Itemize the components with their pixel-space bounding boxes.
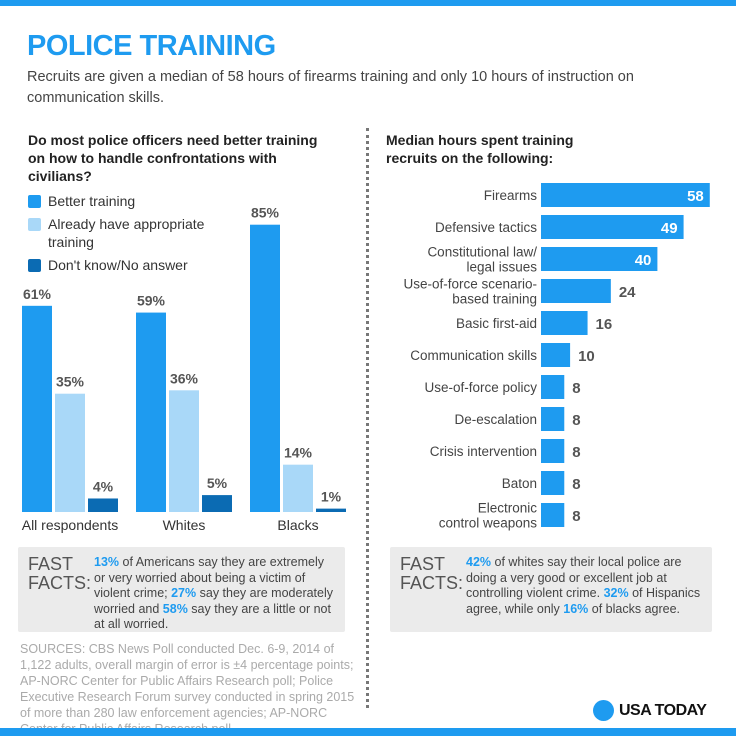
data-label: 16 xyxy=(596,316,613,333)
bar xyxy=(541,311,588,335)
bar xyxy=(136,312,166,512)
bar xyxy=(169,390,199,512)
sources: SOURCES: CBS News Poll conducted Dec. 6-… xyxy=(20,642,355,736)
bar xyxy=(541,343,571,367)
dotted-divider xyxy=(366,128,369,708)
bar xyxy=(541,279,611,303)
bar xyxy=(22,305,52,512)
category-label: Crisis intervention xyxy=(430,444,537,459)
fast-facts-label: FAST FACTS: xyxy=(28,554,92,593)
legend-swatch xyxy=(28,195,41,208)
legend-item-better: Better training xyxy=(28,192,228,210)
fact-text: of Americans say they are extremely or v… xyxy=(94,555,324,600)
category-label: Constitutional law/ xyxy=(427,245,537,260)
bar xyxy=(541,407,565,431)
legend-swatch xyxy=(28,218,41,231)
fact-text: of whites say their local police are doi… xyxy=(466,555,682,600)
fact-text: say they are a little or not at all worr… xyxy=(94,601,331,632)
bar xyxy=(250,224,280,512)
data-label: 35% xyxy=(56,374,85,390)
bar xyxy=(541,503,565,527)
legend-item-already: Already have appropriate training xyxy=(28,215,228,251)
data-label: 5% xyxy=(207,475,228,491)
data-label: 40 xyxy=(635,252,652,269)
category-label: Defensive tactics xyxy=(435,220,537,235)
data-label: 58 xyxy=(687,188,704,205)
legend-label: Don't know/No answer xyxy=(48,257,188,273)
page-title: POLICE TRAINING xyxy=(27,30,276,62)
category-label: De-escalation xyxy=(454,412,537,427)
data-label: 8 xyxy=(572,380,580,397)
bar xyxy=(541,247,658,271)
bottom-accent-bar xyxy=(0,728,736,736)
legend-swatch xyxy=(28,259,41,272)
data-label: 85% xyxy=(251,205,280,221)
category-label: Blacks xyxy=(277,517,318,533)
data-label: 61% xyxy=(23,286,52,302)
bar xyxy=(55,393,85,512)
left-bar-chart: 61% 35% 4% All respondents 59% 36% 5% Whites 85%… xyxy=(22,205,346,533)
data-label: 4% xyxy=(93,478,114,494)
highlight-stat: 32% xyxy=(603,586,629,600)
category-label: control weapons xyxy=(439,516,538,531)
page-subtitle: Recruits are given a median of 58 hours … xyxy=(27,69,634,106)
category-label: Baton xyxy=(502,476,537,491)
bar xyxy=(541,471,565,495)
bar xyxy=(541,439,565,463)
data-label: 1% xyxy=(321,489,342,505)
bar xyxy=(88,498,118,512)
category-label: Firearms xyxy=(484,188,537,203)
bar xyxy=(316,508,346,512)
highlight-stat: 27% xyxy=(171,586,197,600)
category-label: All respondents xyxy=(22,517,119,533)
category-label: Use-of-force policy xyxy=(424,380,537,395)
category-label: legal issues xyxy=(466,260,537,275)
legend-label: Already have appropriate training xyxy=(48,216,205,250)
highlight-stat: 42% xyxy=(466,555,492,569)
category-label: Whites xyxy=(163,517,206,533)
fast-facts-label: FAST FACTS: xyxy=(400,554,464,593)
logo-circle-icon xyxy=(593,700,614,721)
category-label: Use-of-force scenario- xyxy=(403,277,537,292)
legend-label: Better training xyxy=(48,193,136,209)
top-accent-bar xyxy=(0,0,736,6)
highlight-stat: 16% xyxy=(563,601,589,616)
data-label: 10 xyxy=(578,348,595,365)
bar xyxy=(283,464,313,512)
bar xyxy=(541,375,565,399)
bar xyxy=(202,495,232,512)
legend-item-dontknow: Don't know/No answer xyxy=(28,256,228,274)
data-label: 8 xyxy=(572,412,580,429)
category-label: Basic first-aid xyxy=(456,316,537,331)
bar xyxy=(541,183,710,207)
data-label: 59% xyxy=(137,293,166,309)
fast-facts-text: 42% of whites say their local police are… xyxy=(466,555,701,617)
fact-text: of Hispanics agree, while only xyxy=(466,586,701,616)
logo-text: USA TODAY xyxy=(619,701,707,719)
data-label: 49 xyxy=(661,220,678,237)
fast-facts-text: 13% of Americans say they are extremely … xyxy=(94,555,334,633)
highlight-stat: 13% xyxy=(94,555,120,569)
right-chart-title: Median hours spent training recruits on … xyxy=(386,132,574,166)
data-label: 8 xyxy=(572,444,580,461)
category-label: Electronic xyxy=(478,501,538,516)
data-label: 24 xyxy=(619,284,636,301)
data-label: 8 xyxy=(572,508,580,525)
category-label: based training xyxy=(452,292,537,307)
fact-text: say they are moderately worried and xyxy=(94,586,334,616)
legend: Better training Already have appropriate… xyxy=(28,192,228,279)
highlight-stat: 58% xyxy=(162,601,188,616)
fast-facts-left: FAST FACTS: 13% of Americans say they ar… xyxy=(18,547,345,632)
fast-facts-right: FAST FACTS: 42% of whites say their loca… xyxy=(390,547,712,632)
fact-text: of blacks agree. xyxy=(588,601,681,616)
right-bar-chart: Firearms 58 Defensive tactics 49 Constitutio… xyxy=(403,183,710,531)
usa-today-logo: USA TODAY xyxy=(593,700,707,721)
data-label: 8 xyxy=(572,476,580,493)
data-label: 36% xyxy=(170,370,199,386)
data-label: 14% xyxy=(284,445,313,461)
left-chart-title: Do most police officers need better trai… xyxy=(28,132,318,184)
category-label: Communication skills xyxy=(410,348,537,363)
bar xyxy=(541,215,684,239)
